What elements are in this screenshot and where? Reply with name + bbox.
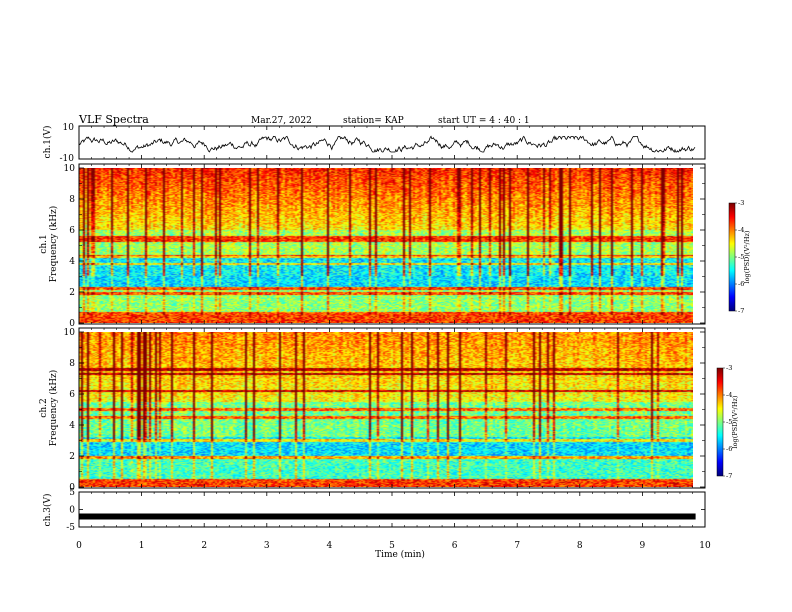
ch3-waveform-trace [79, 513, 696, 520]
ch3-waveform-frame [78, 491, 706, 528]
ch1-spec-ytick-label-6: 6 [69, 226, 75, 236]
ch1-colorbar-tick-label: -5 [738, 253, 744, 261]
ch2-spec-ytick-label-0: 0 [69, 483, 75, 493]
ch2-colorbar-label: log(PSD)(V²/Hz) [731, 395, 739, 448]
ch2-channel-label: ch.2 [39, 398, 49, 417]
ch3-ytick-label--5: -5 [66, 523, 75, 533]
figure-title: VLF Spectra [78, 113, 149, 126]
station-label: station= KAP [343, 116, 404, 126]
ch2-colorbar-tick-label: -4 [726, 391, 732, 399]
x-tick-label-8: 8 [577, 541, 583, 551]
x-tick-label-4: 4 [327, 541, 333, 551]
ch1-frequency-ylabel: Frequency (kHz) [48, 206, 59, 283]
ch2-spec-ytick-label-8: 8 [69, 359, 75, 369]
start-time-label: start UT = 4 : 40 : 1 [438, 116, 530, 126]
x-tick-label-0: 0 [76, 541, 82, 551]
ch2-colorbar-tick-label: -3 [726, 364, 732, 372]
ch1-spec-ytick-label-0: 0 [69, 319, 75, 329]
ch1-waveform-ylabel: ch.1(V) [42, 126, 53, 159]
ch2-spec-ytick-label-4: 4 [69, 421, 75, 431]
date-label: Mar.27, 2022 [251, 116, 312, 126]
ch1-ytick-top: 10 [63, 123, 75, 133]
x-tick-label-3: 3 [264, 541, 270, 551]
x-tick-label-10: 10 [699, 541, 711, 551]
ch3-ytick-label-5: 5 [69, 488, 75, 498]
ch1-colorbar-tick-label: -7 [738, 307, 744, 315]
ch1-waveform-line [78, 135, 696, 153]
ch2-spec-ytick-label-10: 10 [64, 328, 76, 338]
x-tick-label-9: 9 [640, 541, 646, 551]
ch1-colorbar-tick-label: -3 [738, 199, 744, 207]
ch2-frequency-ylabel: Frequency (kHz) [48, 370, 59, 447]
ch2-spec-ytick-label-6: 6 [69, 390, 75, 400]
ch1-colorbar-tick-label: -6 [738, 280, 744, 288]
ch1-channel-label: ch.1 [39, 234, 49, 253]
ch3-waveform-ylabel: ch.3(V) [42, 494, 53, 527]
ch1-spec-ytick-label-4: 4 [69, 257, 75, 267]
ch3-ytick-label-0: 0 [69, 506, 75, 516]
ch2-colorbar-tick-label: -6 [726, 445, 732, 453]
x-axis-label: Time (min) [375, 549, 425, 560]
ch2-colorbar-tick-label: -7 [726, 472, 732, 480]
x-tick-label-2: 2 [201, 541, 207, 551]
ch1-colorbar-label: log(PSD)(V²/Hz) [743, 230, 751, 283]
ch1-colorbar-tick-label: -4 [738, 226, 744, 234]
ch1-spec-ytick-label-8: 8 [69, 195, 75, 205]
x-tick-label-7: 7 [514, 541, 520, 551]
ch2-spec-ytick-label-2: 2 [69, 452, 75, 462]
x-axis: 0 1 2 3 4 5 6 7 8 9 10 [76, 126, 711, 551]
x-tick-label-5: 5 [389, 541, 395, 551]
x-tick-label-1: 1 [139, 541, 145, 551]
ch1-spectrogram-image [79, 168, 693, 323]
ch1-ytick-bottom: -10 [60, 154, 75, 164]
ch2-colorbar-tick-label: -5 [726, 418, 732, 426]
ch1-spec-ytick-label-2: 2 [69, 288, 75, 298]
ch1-colorbar [729, 203, 735, 311]
ch2-spectrogram-image [79, 332, 693, 487]
ch2-colorbar [717, 368, 723, 476]
ch1-spec-ytick-label-10: 10 [64, 164, 76, 174]
x-tick-label-6: 6 [452, 541, 458, 551]
